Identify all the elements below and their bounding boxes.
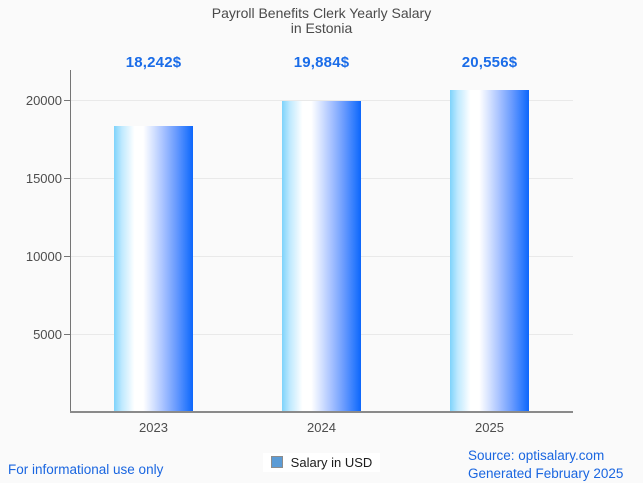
legend-item-salary-in-usd[interactable]: Salary in USD xyxy=(262,452,381,472)
gridline-20000 xyxy=(71,100,573,101)
x-label-2023: 2023 xyxy=(139,420,168,435)
source-link[interactable]: Source: optisalary.com xyxy=(468,448,605,463)
legend-marker-icon xyxy=(270,456,283,468)
chart-title-line-1: Payroll Benefits Clerk Yearly Salary xyxy=(211,5,432,21)
disclaimer-text: For informational use only xyxy=(8,462,164,477)
x-label-2025: 2025 xyxy=(475,420,504,435)
x-label-2024: 2024 xyxy=(307,420,336,435)
source-block: Source: optisalary.com Generated Februar… xyxy=(468,447,623,483)
bar-2024[interactable] xyxy=(282,100,361,411)
y-tick-20000 xyxy=(64,100,70,101)
y-tick-label-5000: 5000 xyxy=(33,327,62,342)
generated-text: Generated February 2025 xyxy=(468,466,624,481)
legend-label: Salary in USD xyxy=(290,454,373,470)
legend: Salary in USD xyxy=(0,452,643,472)
value-label-2023: 18,242$ xyxy=(125,54,182,71)
chart-title: Payroll Benefits Clerk Yearly Salary in … xyxy=(0,6,643,35)
y-axis xyxy=(70,70,71,413)
x-axis xyxy=(70,411,573,413)
y-tick-10000 xyxy=(64,256,70,257)
y-tick-label-20000: 20000 xyxy=(25,93,62,108)
value-label-2025: 20,556$ xyxy=(461,54,518,71)
bar-2023[interactable] xyxy=(114,126,193,411)
y-tick-5000 xyxy=(64,334,70,335)
value-label-2024: 19,884$ xyxy=(293,54,350,71)
chart-title-line-2: in Estonia xyxy=(290,19,353,36)
plot-area xyxy=(64,70,573,413)
y-tick-15000 xyxy=(64,178,70,179)
bar-2025[interactable] xyxy=(450,90,529,411)
y-tick-label-10000: 10000 xyxy=(25,249,62,264)
y-tick-label-15000: 15000 xyxy=(25,171,62,186)
